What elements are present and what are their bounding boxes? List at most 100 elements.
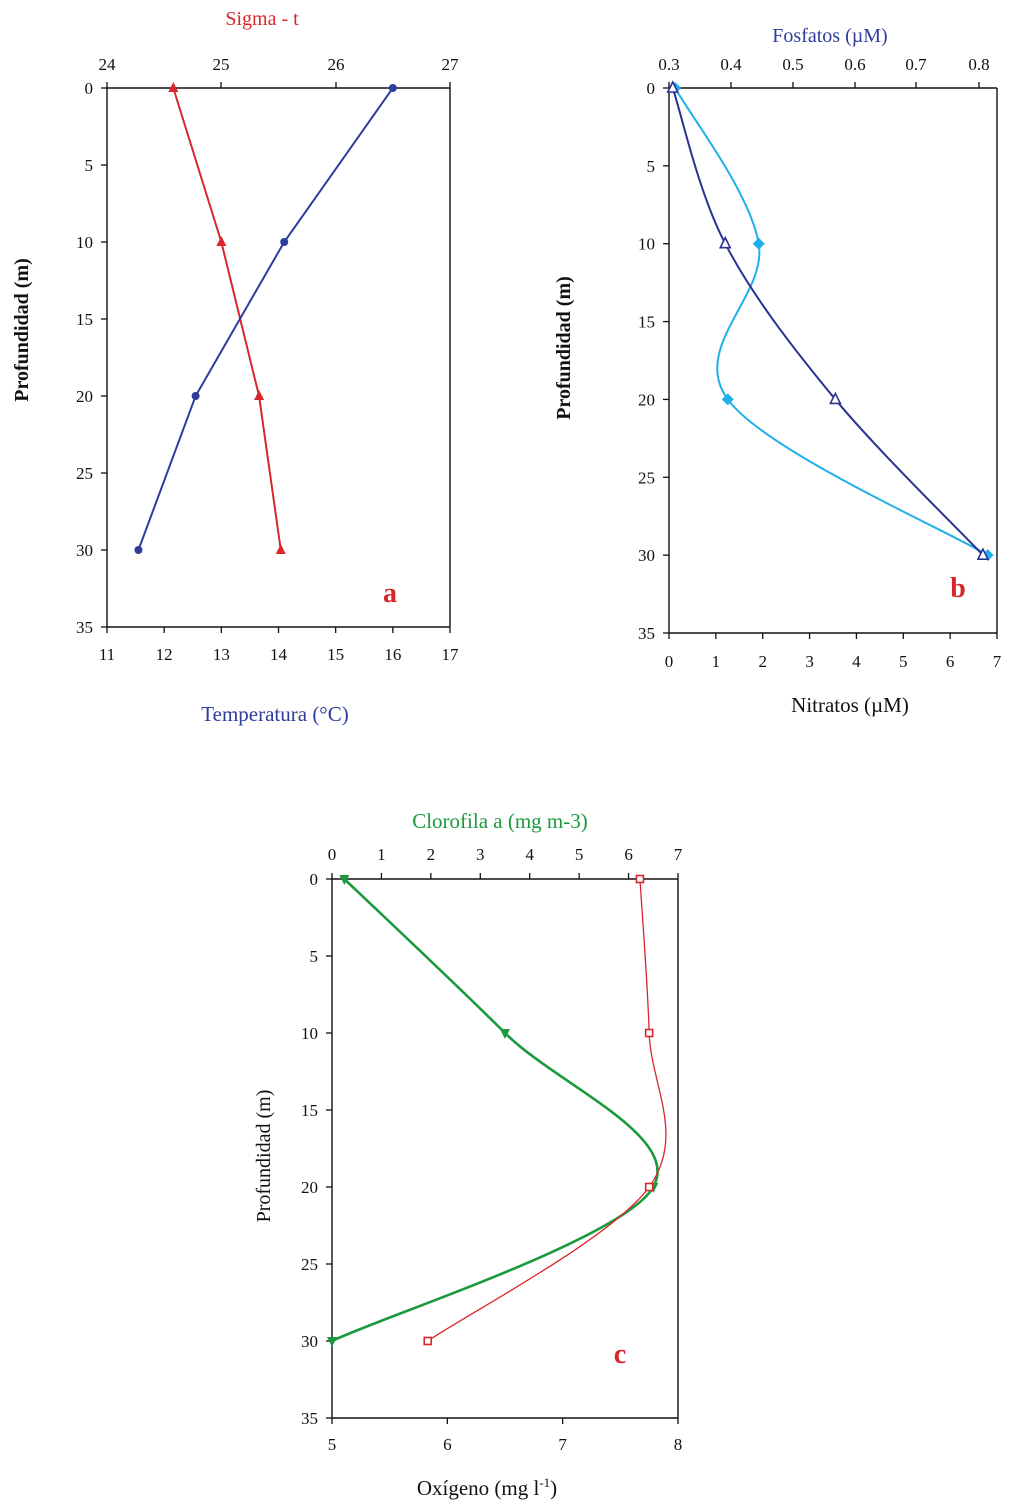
top-tick-label: 24 <box>99 55 117 74</box>
y-tick-label: 15 <box>301 1101 318 1120</box>
series-c-0 <box>327 875 659 1347</box>
data-point <box>423 1336 433 1346</box>
bottom-tick-label: 13 <box>213 645 230 664</box>
series-line <box>427 878 667 1342</box>
data-point <box>721 393 734 406</box>
top-tick-label: 5 <box>575 845 584 864</box>
series-line <box>172 87 282 551</box>
series-line <box>674 87 989 557</box>
bottom-tick-label: 0 <box>665 652 674 671</box>
top-tick-label: 0.4 <box>720 55 742 74</box>
y-tick-label: 0 <box>85 79 94 98</box>
y-axis-title: Profundidad (m) <box>11 258 33 402</box>
series-b-0 <box>669 82 994 562</box>
panel-letter: c <box>614 1339 626 1370</box>
top-tick-label: 0.7 <box>905 55 927 74</box>
top-tick-label: 0.5 <box>782 55 803 74</box>
y-tick-label: 25 <box>301 1255 318 1274</box>
y-tick-label: 35 <box>76 618 93 637</box>
bottom-tick-label: 5 <box>899 652 908 671</box>
top-tick-label: 3 <box>476 845 485 864</box>
y-tick-label: 35 <box>638 624 655 643</box>
top-tick-label: 26 <box>328 55 345 74</box>
data-point <box>191 392 200 400</box>
y-tick-label: 20 <box>638 390 655 409</box>
bottom-tick-label: 11 <box>99 645 115 664</box>
top-tick-label: 7 <box>674 845 683 864</box>
data-point <box>644 1028 654 1038</box>
data-point <box>280 238 289 246</box>
y-tick-label: 15 <box>76 310 93 329</box>
bottom-tick-label: 1 <box>712 652 721 671</box>
y-tick-label: 35 <box>301 1409 318 1428</box>
panel-letter: b <box>950 573 966 604</box>
data-point <box>976 547 990 560</box>
data-point <box>254 390 265 400</box>
bottom-tick-label: 6 <box>443 1435 452 1454</box>
top-tick-label: 4 <box>525 845 534 864</box>
y-tick-label: 10 <box>76 233 93 252</box>
bottom-tick-label: 8 <box>674 1435 683 1454</box>
data-point <box>134 546 143 554</box>
data-point <box>388 84 397 92</box>
bottom-tick-label: 3 <box>805 652 814 671</box>
data-point <box>327 1337 337 1347</box>
top-tick-label: 2 <box>427 845 436 864</box>
bottom-tick-label: 6 <box>946 652 955 671</box>
top-axis-title: Sigma - t <box>225 8 299 30</box>
data-point <box>500 1029 510 1039</box>
series-a-0 <box>168 82 286 554</box>
y-tick-label: 25 <box>638 468 655 487</box>
y-tick-label: 30 <box>76 541 93 560</box>
data-point <box>829 391 842 405</box>
y-tick-label: 5 <box>85 156 94 175</box>
y-tick-label: 10 <box>638 235 655 254</box>
bottom-tick-label: 7 <box>558 1435 567 1454</box>
bottom-tick-label: 17 <box>442 645 460 664</box>
series-a-1 <box>134 84 397 554</box>
top-tick-label: 6 <box>624 845 633 864</box>
bottom-tick-label: 12 <box>156 645 173 664</box>
series-line <box>331 878 659 1343</box>
panel-c: 0 5 10 15 20 25 30 35 0 1 2 3 4 5 6 7 5 6 7 8 Clorofila a (m… <box>253 809 683 1500</box>
data-point <box>275 544 286 554</box>
data-point <box>644 1182 654 1192</box>
y-tick-label: 0 <box>310 870 319 889</box>
top-tick-label: 0.3 <box>658 55 679 74</box>
data-point <box>718 235 732 249</box>
y-tick-label: 20 <box>76 387 93 406</box>
panel-a: 0 5 10 15 20 25 30 35 24 25 26 27 11 12 13 14 15 16 17 Sigm… <box>11 8 459 726</box>
top-tick-label: 25 <box>213 55 230 74</box>
series-c-1 <box>423 874 667 1346</box>
panel-b: 0 5 10 15 20 25 30 35 0.3 0.4 0.5 0.6 0.7 0.8 0 1 2 3 4 5 6 7… <box>553 25 1002 717</box>
y-tick-label: 5 <box>310 947 319 966</box>
bottom-axis-title: Nitratos (µM) <box>791 693 909 717</box>
bottom-tick-label: 14 <box>270 645 288 664</box>
top-tick-label: 0.8 <box>968 55 989 74</box>
top-tick-label: 27 <box>442 55 460 74</box>
y-tick-label: 30 <box>301 1332 318 1351</box>
data-point <box>666 80 680 93</box>
series-line <box>137 87 394 551</box>
series-line <box>671 87 984 556</box>
bottom-axis-title: Temperatura (°C) <box>201 702 348 726</box>
bottom-tick-label: 16 <box>384 645 401 664</box>
data-point <box>168 82 179 92</box>
data-point <box>635 874 645 884</box>
y-tick-label: 5 <box>647 157 656 176</box>
y-tick-label: 30 <box>638 546 655 565</box>
y-tick-label: 25 <box>76 464 93 483</box>
top-tick-label: 1 <box>377 845 386 864</box>
y-tick-label: 20 <box>301 1178 318 1197</box>
panel-letter: a <box>383 578 397 609</box>
y-axis-title: Profundidad (m) <box>253 1090 275 1223</box>
bottom-tick-label: 5 <box>328 1435 337 1454</box>
y-axis-title: Profundidad (m) <box>553 276 575 420</box>
bottom-tick-label: 2 <box>758 652 767 671</box>
bottom-axis-title: Oxígeno (mg l-1) <box>417 1475 557 1500</box>
data-point <box>339 875 350 885</box>
bottom-tick-label: 7 <box>993 652 1002 671</box>
series-b-1 <box>666 80 990 560</box>
y-tick-label: 15 <box>638 313 655 332</box>
